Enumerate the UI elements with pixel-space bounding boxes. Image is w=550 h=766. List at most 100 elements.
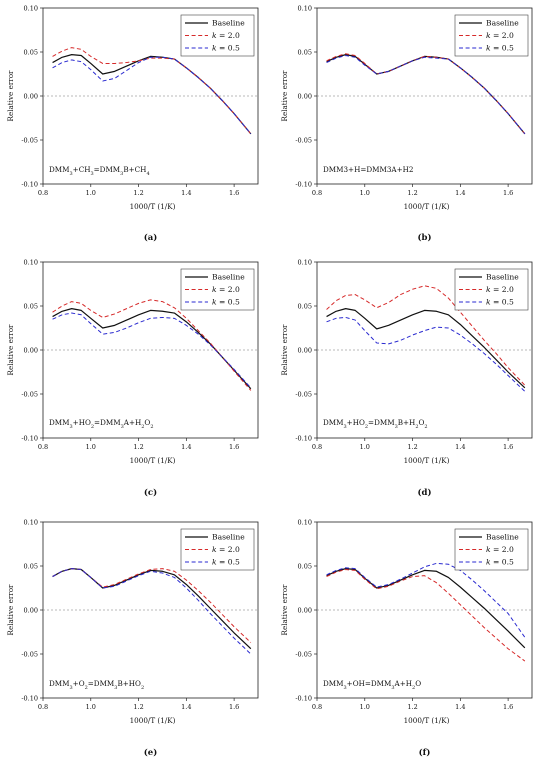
x-tick-label: 0.8 — [38, 189, 48, 197]
x-axis-label: 1000/T (1/K) — [404, 456, 450, 465]
legend-label: Baseline — [212, 19, 245, 28]
legend-label: k = 2.0 — [486, 31, 514, 40]
legend-label: k = 2.0 — [486, 285, 514, 294]
reaction-annotation: DMM3+O2=DMM3B+HO2 — [49, 679, 144, 691]
legend-label: Baseline — [486, 273, 519, 282]
x-axis-label: 1000/T (1/K) — [130, 202, 176, 211]
x-tick-label: 1.2 — [133, 443, 143, 451]
reaction-annotation: DMM3+OH=DMM3A+H2O — [323, 679, 421, 691]
y-tick-label: -0.10 — [295, 694, 312, 702]
x-tick-label: 0.8 — [38, 703, 48, 711]
y-tick-label: 0.10 — [24, 258, 38, 266]
x-tick-label: 1.6 — [229, 443, 239, 451]
y-tick-label: 0.10 — [298, 258, 312, 266]
legend-label: k = 0.5 — [486, 298, 514, 307]
x-tick-label: 0.8 — [312, 189, 322, 197]
y-tick-label: -0.10 — [295, 180, 312, 188]
y-tick-label: 0.05 — [298, 302, 312, 310]
legend-label: k = 0.5 — [486, 44, 514, 53]
x-tick-label: 1.6 — [229, 703, 239, 711]
series-line-baseline — [326, 568, 526, 649]
y-tick-label: 0.05 — [24, 562, 38, 570]
y-tick-label: 0.00 — [298, 606, 312, 614]
y-tick-label: 0.10 — [298, 4, 312, 12]
legend-label: k = 0.5 — [212, 298, 240, 307]
x-tick-label: 1.2 — [133, 703, 143, 711]
legend-label: k = 2.0 — [212, 31, 240, 40]
legend-label: Baseline — [486, 19, 519, 28]
y-tick-label: 0.05 — [24, 48, 38, 56]
reaction-annotation: DMM3+H=DMM3A+H2 — [323, 165, 413, 174]
reaction-annotation: DMM3+HO2=DMM3A+H2O2 — [49, 418, 154, 430]
legend: Baseline k = 2.0 k = 0.5 — [454, 14, 529, 57]
x-tick-label: 1.0 — [86, 703, 96, 711]
x-tick-label: 1.0 — [360, 443, 370, 451]
x-tick-label: 1.0 — [360, 703, 370, 711]
y-tick-label: 0.10 — [24, 4, 38, 12]
panel-caption: (a) — [144, 232, 158, 243]
series-line-k-0-5 — [326, 562, 526, 638]
x-tick-label: 1.6 — [229, 189, 239, 197]
series-line-k-0-5 — [52, 312, 252, 389]
series-line-k-0-5 — [326, 55, 526, 135]
y-tick-label: 0.10 — [24, 518, 38, 526]
reaction-annotation: DMM3+CH3=DMM3B+CH4 — [49, 165, 150, 177]
x-tick-label: 1.0 — [86, 443, 96, 451]
legend-label: Baseline — [212, 273, 245, 282]
y-tick-label: 0.00 — [298, 92, 312, 100]
series-line-k-2-0 — [52, 47, 252, 135]
series-line-baseline — [52, 568, 252, 650]
x-tick-label: 1.2 — [407, 703, 417, 711]
y-tick-label: -0.05 — [21, 390, 38, 398]
panel-caption: (e) — [144, 747, 157, 758]
x-tick-label: 1.0 — [360, 189, 370, 197]
chart-panel-e: 0.8 1.0 1.2 1.4 1.6 -0.10 -0.05 0.00 0.05 0.10 100… — [6, 518, 259, 758]
x-tick-label: 0.8 — [312, 703, 322, 711]
y-tick-label: -0.05 — [21, 650, 38, 658]
legend: Baseline k = 2.0 k = 0.5 — [180, 528, 255, 571]
legend: Baseline k = 2.0 k = 0.5 — [454, 268, 529, 311]
x-tick-label: 1.6 — [503, 443, 513, 451]
y-tick-label: -0.05 — [295, 650, 312, 658]
panel-caption: (f) — [419, 747, 431, 758]
x-axis-label: 1000/T (1/K) — [130, 456, 176, 465]
chart-panel-c: 0.8 1.0 1.2 1.4 1.6 -0.10 -0.05 0.00 0.05 0.10 100… — [6, 258, 259, 498]
series-line-k-2-0 — [326, 569, 526, 662]
y-axis-label: Relative error — [280, 70, 289, 121]
legend: Baseline k = 2.0 k = 0.5 — [180, 14, 255, 57]
y-tick-label: -0.10 — [295, 434, 312, 442]
legend-label: k = 0.5 — [486, 558, 514, 567]
chart-panel-f: 0.8 1.0 1.2 1.4 1.6 -0.10 -0.05 0.00 0.05 0.10 100… — [280, 518, 533, 758]
x-axis-label: 1000/T (1/K) — [404, 202, 450, 211]
series-line-k-0-5 — [52, 56, 252, 135]
y-axis-label: Relative error — [280, 324, 289, 375]
x-tick-label: 1.4 — [455, 443, 465, 451]
y-tick-label: 0.05 — [298, 48, 312, 56]
x-tick-label: 1.4 — [181, 443, 191, 451]
series-line-baseline — [52, 308, 252, 390]
y-tick-label: 0.00 — [24, 346, 38, 354]
panel-caption: (c) — [144, 487, 157, 498]
y-axis-label: Relative error — [6, 584, 15, 635]
x-tick-label: 1.4 — [181, 703, 191, 711]
series-line-baseline — [52, 54, 252, 135]
legend-label: k = 2.0 — [212, 285, 240, 294]
y-tick-label: 0.00 — [24, 606, 38, 614]
legend-label: Baseline — [212, 533, 245, 542]
series-line-k-2-0 — [326, 53, 526, 135]
y-tick-label: 0.10 — [298, 518, 312, 526]
legend-label: Baseline — [486, 533, 519, 542]
chart-panel-d: 0.8 1.0 1.2 1.4 1.6 -0.10 -0.05 0.00 0.05 0.10 100… — [280, 258, 533, 498]
y-tick-label: -0.10 — [21, 180, 38, 188]
x-tick-label: 1.2 — [407, 443, 417, 451]
y-axis-label: Relative error — [6, 324, 15, 375]
series-line-baseline — [326, 308, 526, 389]
x-tick-label: 1.4 — [455, 703, 465, 711]
x-tick-label: 1.4 — [455, 189, 465, 197]
x-tick-label: 0.8 — [38, 443, 48, 451]
y-tick-label: -0.10 — [21, 694, 38, 702]
legend-label: k = 0.5 — [212, 558, 240, 567]
x-tick-label: 1.4 — [181, 189, 191, 197]
x-tick-label: 1.6 — [503, 703, 513, 711]
